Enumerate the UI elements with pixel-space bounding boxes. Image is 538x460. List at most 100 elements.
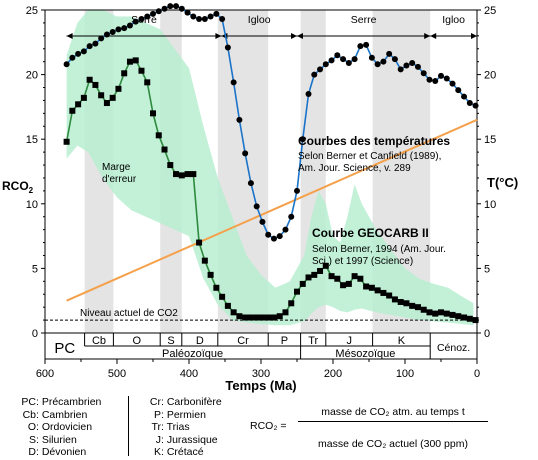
co2-point — [403, 300, 410, 307]
temperature-point — [109, 28, 116, 35]
temperature-point — [380, 58, 387, 65]
temperature-point — [259, 218, 266, 225]
temperature-point — [363, 41, 370, 48]
co2-point — [173, 171, 180, 178]
legend-item: S: Silurien — [28, 433, 77, 446]
phase-arrowhead — [66, 33, 73, 39]
temperature-point — [368, 54, 375, 61]
co2-point — [224, 302, 231, 309]
temperature-point — [230, 79, 237, 86]
period-label: S — [167, 335, 174, 347]
co2-point — [103, 100, 110, 107]
co2-point — [351, 273, 358, 280]
temperature-point — [69, 54, 76, 61]
co2-point — [368, 284, 375, 291]
formula-numerator: masse de CO₂ atm. au temps t — [321, 406, 465, 418]
x-tick-label: 300 — [252, 368, 270, 380]
co2-point — [98, 92, 105, 99]
temperature-point — [311, 71, 318, 78]
co2-point — [420, 306, 427, 313]
y-right-tick-label: 5 — [484, 263, 490, 275]
co2-point — [328, 273, 335, 280]
co2-point — [109, 94, 116, 101]
period-label: Cénoz. — [437, 342, 470, 354]
co2-point — [161, 146, 168, 153]
phase-arrowhead — [471, 33, 477, 39]
trend-line — [66, 118, 478, 302]
temperature-point — [178, 5, 185, 12]
temperature-point — [288, 213, 295, 220]
temperature-point — [282, 226, 289, 233]
temperature-point — [420, 70, 427, 77]
temperature-point — [253, 203, 260, 210]
co2-point — [247, 314, 254, 321]
trend-line-layer — [66, 118, 478, 302]
temperature-point — [328, 57, 335, 64]
co2-point — [414, 304, 421, 311]
phase-arrowhead — [424, 33, 431, 39]
temperature-point — [265, 231, 272, 238]
period-label: J — [346, 335, 352, 347]
legend-area: PC: Précambrien Cb: Cambrien O: Ordovici… — [0, 396, 538, 460]
co2-point — [455, 313, 462, 320]
temperature-point — [190, 13, 197, 20]
temperature-point — [438, 72, 444, 79]
temperature-point — [276, 233, 283, 240]
co2-point — [340, 282, 347, 289]
temperature-point — [86, 43, 93, 50]
y-left-axis-title-subscript: 2 — [29, 186, 34, 195]
legend-item: D: Dévonien — [28, 446, 87, 458]
phase-label: Igloo — [248, 14, 271, 26]
temperature-point — [414, 63, 421, 70]
co2-point — [207, 271, 214, 278]
temperature-point — [461, 93, 468, 100]
x-tick-label: 200 — [324, 368, 342, 380]
co2-point — [196, 239, 203, 246]
temperature-point — [432, 78, 439, 85]
error-band-layer — [66, 10, 474, 326]
formula-lhs: RCO₂ = — [250, 420, 287, 432]
co2-point — [345, 280, 352, 287]
legend-item: P: Permien — [153, 408, 206, 421]
period-label: D — [196, 335, 204, 347]
period-label: PC — [54, 340, 75, 357]
temperature-point — [247, 180, 254, 187]
temperature-point — [334, 52, 341, 59]
temperature-point — [155, 8, 162, 15]
temperature-point — [357, 43, 364, 50]
co2-point — [86, 76, 93, 83]
co2-point — [92, 81, 99, 88]
x-tick-label: 600 — [36, 368, 54, 380]
temperature-point — [201, 16, 208, 23]
co2-point — [126, 58, 133, 65]
co2-point — [391, 296, 398, 303]
co2-point — [334, 275, 341, 282]
error-band — [66, 10, 474, 326]
y-right-tick-label: 0 — [484, 328, 490, 340]
co2-point — [265, 314, 272, 321]
x-axis-title: Temps (Ma) — [225, 378, 296, 393]
temperature-point — [466, 100, 473, 107]
co2-point — [69, 107, 76, 114]
co2-point — [317, 267, 324, 274]
co2-point — [380, 289, 387, 296]
temperature-point — [305, 90, 312, 97]
era-label: Paléozoïque — [162, 348, 223, 360]
co2-temperature-chart: 0 5 10 15 20 25 0 5 10 15 20 25 600 500 400 300 200 100 0 R… — [2, 3, 518, 393]
temperature-point — [472, 102, 479, 109]
co2-source-line: Sci.) et 1997 (Science) — [312, 256, 413, 267]
temperature-point — [270, 235, 277, 242]
co2-point — [75, 101, 82, 108]
co2-point — [432, 310, 439, 317]
co2-series-title: Courbe GEOCARB II — [312, 226, 429, 240]
temperature-point — [121, 25, 128, 32]
temperature-point — [167, 3, 174, 10]
temperature-point — [184, 9, 191, 16]
y-left-tick-label: 5 — [32, 263, 38, 275]
co2-point — [138, 67, 145, 74]
co2-point — [242, 314, 249, 321]
temperature-point — [426, 76, 433, 83]
temperature-point — [207, 13, 214, 20]
legend-item: Tr: Trias — [151, 421, 190, 433]
legend-column-2: Cr: Carbonifère P: Permien Tr: Trias J: … — [128, 396, 222, 458]
